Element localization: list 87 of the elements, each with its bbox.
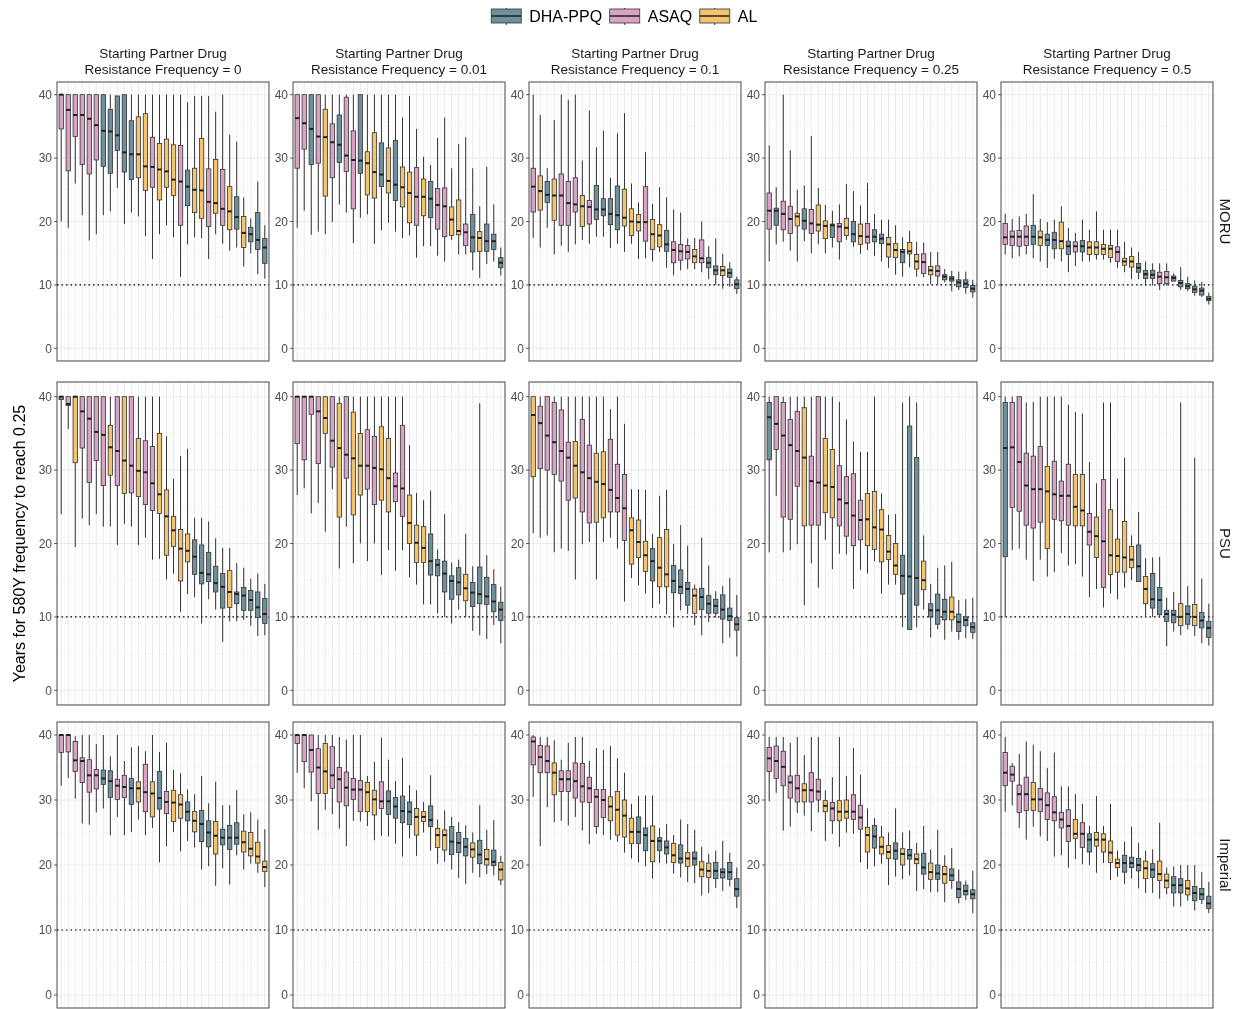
y-tick-label: 20 — [746, 858, 761, 873]
y-tick-label: 40 — [38, 87, 53, 102]
y-tick-label: 0 — [989, 988, 997, 1003]
y-tick-label: 30 — [510, 463, 525, 478]
y-tick-label: 0 — [45, 988, 53, 1003]
y-tick-label: 0 — [989, 683, 997, 698]
y-tick-label: 0 — [281, 341, 289, 356]
y-tick-label: 30 — [982, 793, 997, 808]
y-tick-label: 10 — [746, 610, 761, 625]
y-tick-label: 40 — [982, 728, 997, 743]
y-tick-label: 20 — [274, 214, 289, 229]
y-tick-label: 20 — [982, 858, 997, 873]
y-tick-label: 40 — [982, 389, 997, 404]
y-tick-label: 0 — [517, 341, 525, 356]
y-tick-label: 20 — [38, 858, 53, 873]
y-axis-title: Years for 580Y frequency to reach 0.25 — [10, 404, 28, 683]
y-tick-label: 30 — [746, 463, 761, 478]
y-tick-label: 10 — [746, 923, 761, 938]
chart-title: Starting Partner Drug Resistance Frequency = 0.01 — [311, 45, 487, 77]
y-tick-label: 10 — [274, 923, 289, 938]
chart-title: Starting Partner Drug Resistance Frequency = 0 — [84, 45, 242, 77]
y-tick-label: 30 — [38, 463, 53, 478]
y-tick-label: 0 — [753, 341, 761, 356]
y-tick-label: 40 — [38, 728, 53, 743]
y-tick-label: 20 — [746, 536, 761, 551]
y-tick-label: 10 — [510, 278, 525, 293]
y-tick-label: 40 — [746, 389, 761, 404]
y-tick-label: 10 — [38, 278, 53, 293]
y-tick-label: 10 — [982, 278, 997, 293]
y-tick-label: 20 — [510, 858, 525, 873]
legend-label: ASAQ — [647, 7, 693, 25]
y-tick-label: 0 — [281, 683, 289, 698]
y-tick-label: 40 — [746, 87, 761, 102]
y-tick-label: 0 — [45, 341, 53, 356]
y-tick-label: 10 — [38, 610, 53, 625]
y-tick-label: 0 — [517, 988, 525, 1003]
y-tick-label: 20 — [982, 536, 997, 551]
y-tick-label: 40 — [746, 728, 761, 743]
y-tick-label: 30 — [38, 151, 53, 166]
y-tick-label: 40 — [982, 87, 997, 102]
y-tick-label: 30 — [510, 151, 525, 166]
y-tick-label: 20 — [746, 214, 761, 229]
y-tick-label: 0 — [281, 988, 289, 1003]
y2-axis-title: Imperial — [1216, 838, 1234, 892]
y-tick-label: 30 — [746, 151, 761, 166]
y-tick-label: 10 — [274, 278, 289, 293]
y-tick-label: 10 — [510, 923, 525, 938]
legend-label: AL — [737, 7, 758, 25]
y-tick-label: 40 — [274, 389, 289, 404]
y-tick-label: 40 — [510, 728, 525, 743]
y-tick-label: 20 — [274, 536, 289, 551]
y-tick-label: 30 — [746, 793, 761, 808]
y-tick-label: 40 — [38, 389, 53, 404]
y-tick-label: 0 — [45, 683, 53, 698]
y-tick-label: 30 — [274, 151, 289, 166]
y-tick-label: 20 — [38, 536, 53, 551]
y-tick-label: 0 — [753, 988, 761, 1003]
y-tick-label: 30 — [274, 793, 289, 808]
y-tick-label: 40 — [274, 728, 289, 743]
y-tick-label: 20 — [38, 214, 53, 229]
y-tick-label: 0 — [989, 341, 997, 356]
y-tick-label: 10 — [746, 278, 761, 293]
chart-title: Starting Partner Drug Resistance Frequency = 0.5 — [1022, 45, 1192, 77]
y-tick-label: 20 — [982, 214, 997, 229]
y-tick-label: 10 — [38, 923, 53, 938]
y-tick-label: 10 — [982, 923, 997, 938]
y2-axis-title: MORU — [1216, 198, 1234, 245]
y-tick-label: 20 — [510, 214, 525, 229]
y-tick-label: 40 — [510, 87, 525, 102]
y-tick-label: 20 — [274, 858, 289, 873]
y-tick-label: 10 — [274, 610, 289, 625]
y-tick-label: 0 — [517, 683, 525, 698]
y-tick-label: 10 — [982, 610, 997, 625]
y-tick-label: 0 — [753, 683, 761, 698]
chart-title: Starting Partner Drug Resistance Frequency = 0.1 — [550, 45, 720, 77]
y2-axis-title: PSU — [1216, 528, 1234, 559]
y-tick-label: 30 — [510, 793, 525, 808]
y-tick-label: 30 — [274, 463, 289, 478]
y-tick-label: 40 — [510, 389, 525, 404]
legend-label: DHA-PPQ — [529, 7, 603, 25]
y-tick-label: 40 — [274, 87, 289, 102]
y-tick-label: 30 — [982, 151, 997, 166]
chart-title: Starting Partner Drug Resistance Frequency = 0.25 — [783, 45, 959, 77]
y-tick-label: 10 — [510, 610, 525, 625]
y-tick-label: 30 — [38, 793, 53, 808]
y-tick-label: 20 — [510, 536, 525, 551]
y-tick-label: 30 — [982, 463, 997, 478]
